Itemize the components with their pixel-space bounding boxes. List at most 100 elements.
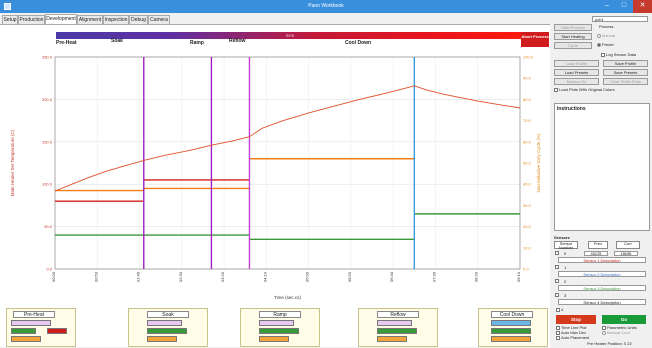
cycle-button[interactable]: Cycle [554,42,592,49]
auto-placement-checkbox[interactable]: Auto Placement [556,335,589,340]
window-titlebar: Pano Workbook – □ ✕ [0,0,652,13]
phase-panel-title: Pre-Heat [13,311,55,318]
sensor-number: 1 [564,265,567,270]
save-profile-button[interactable]: Save Profile [603,60,648,67]
y2-tick-label: 100.0 [523,55,534,60]
abort-process-button[interactable]: Abort Process [521,32,549,47]
y-axis-label: Main Heater Set Temperature (C) [10,129,15,196]
y2-tick-label: 0.0 [523,267,529,272]
phase-label-preheat: Pre-Heat [56,40,77,46]
phase-label-ramp: Ramp [190,40,204,46]
duty-field[interactable] [491,336,531,342]
sensors-panel: Sensors Sensor Number Prev Curr 0 452/25… [554,235,650,335]
sensor-description[interactable]: Sensor 2 Description [558,271,646,277]
process-label: Process [599,24,614,29]
progress-label: SYS [285,33,294,38]
tab-bar: Setup Production Development Alignment I… [0,14,560,24]
tab-setup[interactable]: Setup [2,15,18,24]
phase-panel-cooldown: Cool Down [478,308,548,347]
duty-field[interactable] [377,336,407,342]
y2-tick-label: 90.0 [523,76,532,81]
reflow-profile-chart: 0.0 50.0 100.0 150.0 200.0 250.0 0.0 10.0 20.0 30… [0,47,550,305]
y2-tick-label: 10.0 [523,245,532,250]
load-presets-button[interactable]: Load Presets [554,69,599,76]
duty-field[interactable] [259,336,289,342]
phase-panel-title: Ramp [259,311,301,318]
sensor-checkbox[interactable] [555,279,559,283]
time-field[interactable] [11,320,51,326]
sensor-row: 0 452/25 185/85 [554,250,650,257]
duty-field[interactable] [147,336,177,342]
load-plots-checkbox[interactable]: Load Plots With Original Colors [554,87,615,92]
tab-development[interactable]: Development [45,14,77,24]
sensor-checkbox[interactable] [555,251,559,255]
stop-button[interactable]: Stop [556,315,596,324]
time-field[interactable] [491,320,531,326]
sensor-row: 1 [554,264,650,271]
manual-radio[interactable]: Manual [597,33,615,38]
sensor-checkbox[interactable] [555,293,559,297]
sensor-description[interactable]: Sensor 4 Description [558,299,646,305]
tab-inspection[interactable]: Inspection [103,15,129,24]
x-tick-label: 07:30 [431,271,436,282]
development-panel: SYS Pre-Heat Soak Ramp Reflow Cool Down … [0,24,550,347]
log-sensor-checkbox[interactable]: Log Sensor Data [601,52,636,57]
monitor-on-button[interactable]: Monitor On [554,78,599,85]
load-profile-button[interactable]: Load Profile [554,60,599,67]
time-field[interactable] [147,320,182,326]
maximize-icon[interactable]: □ [621,2,627,9]
start-process-button[interactable]: Start Process [554,24,592,31]
y-tick-label: 100.0 [42,182,53,187]
window-title: Pano Workbook [308,3,344,9]
sensor-number: 0 [564,251,567,256]
time-line-plot-checkbox[interactable]: Time Line Plot [556,325,586,330]
sensor-curr-header: Curr [616,241,640,249]
preset-radio[interactable]: Preset [597,42,614,47]
manual-cmd-radio[interactable]: Manual Cmd [602,330,630,335]
x-tick-label: 08:20 [474,271,479,282]
sensor-description[interactable]: Sensor 1 Description [558,257,646,263]
sensors-label: Sensors [554,235,570,240]
temp-field[interactable] [491,328,531,334]
go-button[interactable]: Go [602,315,646,324]
time-field[interactable] [259,320,294,326]
y2-tick-label: 80.0 [523,97,532,102]
start-heating-button[interactable]: Start Heating [554,33,592,40]
temperature-curve [54,85,521,192]
sensor-description[interactable]: Sensor 3 Description [558,285,646,291]
phase-panel-ramp: Ramp [240,308,320,347]
clear-plots-button[interactable]: Clear Prefix Plots [603,78,648,85]
save-presets-button[interactable]: Save Presets [603,69,648,76]
parametric-units-checkbox[interactable]: Parametric Units [602,325,637,330]
y-tick-label: 200.0 [42,97,53,102]
duty-field[interactable] [11,336,41,342]
tab-camera[interactable]: Camera [148,15,170,24]
tab-debug[interactable]: Debug [129,15,148,24]
time-field[interactable] [377,320,412,326]
profile-name-input[interactable]: pcb1 [592,16,648,22]
close-icon[interactable]: ✕ [633,0,652,13]
y-tick-label: 250.0 [42,55,53,60]
plot-frame [54,56,521,270]
instructions-title: Instructions [557,106,586,112]
minimize-icon[interactable]: – [605,2,609,9]
sensor-row: 2 [554,278,650,285]
temp-value-field[interactable] [47,328,67,334]
phase-panels: Pre-Heat Soak Ramp Reflow Cool Down [0,308,550,348]
sensor-number: 3 [564,293,567,298]
phase-label-soak: Soak [111,38,123,44]
temp-field[interactable] [147,328,187,334]
sensor-number: 2 [564,279,567,284]
temp-field[interactable] [377,328,417,334]
y2-tick-label: 30.0 [523,203,532,208]
tab-production[interactable]: Production [18,15,45,24]
tab-alignment[interactable]: Alignment [77,15,103,24]
temp-field[interactable] [11,328,36,334]
sensor-prev-value: 452/25 [584,251,608,256]
sensor-checkbox[interactable] [555,265,559,269]
x-tick-label: 00:50 [93,271,98,282]
x-tick-label: 04:10 [262,271,267,282]
auto-max-dev-checkbox[interactable]: Auto Max Dev [556,330,586,335]
sensor-count[interactable]: 4 [556,307,563,312]
temp-field[interactable] [259,328,299,334]
